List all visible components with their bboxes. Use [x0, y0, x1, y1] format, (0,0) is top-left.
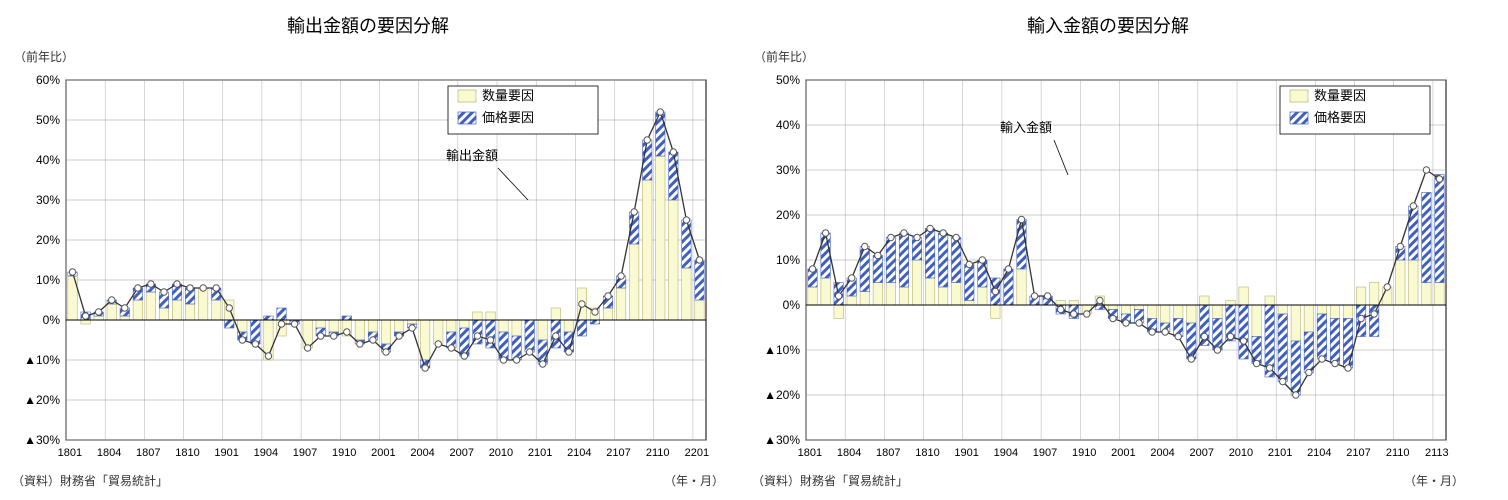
svg-text:2007: 2007: [450, 447, 474, 459]
svg-text:▲20%: ▲20%: [24, 393, 60, 407]
chart-panel: 輸入金額の要因分解 （前年比） ▲30% ▲20% ▲10% 0% 10% 20% 30% 40%…: [748, 8, 1468, 489]
svg-text:2113: 2113: [1425, 447, 1449, 459]
svg-text:1904: 1904: [994, 447, 1018, 459]
chart-footer: （資料）財務省「貿易統計」 （年・月）: [8, 470, 728, 489]
svg-text:1807: 1807: [876, 447, 900, 459]
svg-text:0%: 0%: [783, 298, 801, 312]
svg-text:2010: 2010: [489, 447, 513, 459]
svg-text:1801: 1801: [58, 447, 82, 459]
svg-text:2201: 2201: [685, 447, 709, 459]
svg-text:1901: 1901: [954, 447, 978, 459]
svg-text:価格要因: 価格要因: [482, 110, 534, 125]
svg-text:輸出金額: 輸出金額: [446, 148, 498, 163]
svg-text:1910: 1910: [1072, 447, 1096, 459]
svg-text:50%: 50%: [776, 73, 800, 87]
svg-text:20%: 20%: [36, 233, 60, 247]
svg-text:10%: 10%: [36, 273, 60, 287]
svg-text:2107: 2107: [1346, 447, 1370, 459]
chart-panel: 輸出金額の要因分解 （前年比） ▲30% ▲20% ▲10% 0% 10% 20% 30% 40%…: [8, 8, 728, 489]
svg-text:2101: 2101: [1268, 447, 1292, 459]
svg-text:2107: 2107: [606, 447, 630, 459]
chart-svg: ▲30% ▲20% ▲10% 0% 10% 20% 30% 40% 50% 60% 1801 1804…: [8, 40, 728, 470]
svg-text:30%: 30%: [36, 193, 60, 207]
svg-text:1801: 1801: [798, 447, 822, 459]
svg-text:数量要因: 数量要因: [482, 88, 534, 103]
svg-text:0%: 0%: [43, 313, 61, 327]
chart-svg: ▲30% ▲20% ▲10% 0% 10% 20% 30% 40% 50% 1801 1804 180…: [748, 40, 1468, 470]
svg-text:40%: 40%: [776, 118, 800, 132]
svg-text:1907: 1907: [293, 447, 317, 459]
svg-text:▲20%: ▲20%: [764, 388, 800, 402]
svg-text:2004: 2004: [410, 447, 434, 459]
svg-text:40%: 40%: [36, 153, 60, 167]
svg-text:数量要因: 数量要因: [1314, 88, 1366, 103]
svg-text:50%: 50%: [36, 113, 60, 127]
x-axis-label: （年・月）: [1404, 472, 1464, 489]
chart-plot-wrap: （前年比） ▲30% ▲20% ▲10% 0% 10% 20% 30% 40% 50% 1801 18…: [748, 40, 1468, 470]
svg-text:30%: 30%: [776, 163, 800, 177]
svg-text:2101: 2101: [528, 447, 552, 459]
svg-text:10%: 10%: [776, 253, 800, 267]
x-axis-label: （年・月）: [664, 472, 724, 489]
y-axis-label: （前年比）: [754, 48, 814, 65]
svg-text:2001: 2001: [1111, 447, 1135, 459]
chart-footer: （資料）財務省「貿易統計」 （年・月）: [748, 470, 1468, 489]
svg-text:1810: 1810: [915, 447, 939, 459]
svg-text:2010: 2010: [1229, 447, 1253, 459]
svg-text:20%: 20%: [776, 208, 800, 222]
chart-title: 輸入金額の要因分解: [748, 12, 1468, 38]
svg-text:輸入金額: 輸入金額: [1000, 120, 1052, 135]
svg-text:2001: 2001: [371, 447, 395, 459]
svg-text:1810: 1810: [175, 447, 199, 459]
svg-text:1907: 1907: [1033, 447, 1057, 459]
svg-text:▲10%: ▲10%: [24, 353, 60, 367]
svg-text:2104: 2104: [1307, 447, 1331, 459]
svg-text:価格要因: 価格要因: [1314, 110, 1366, 125]
svg-text:2110: 2110: [646, 447, 670, 459]
svg-text:2007: 2007: [1190, 447, 1214, 459]
y-axis-label: （前年比）: [14, 48, 74, 65]
chart-source: （資料）財務省「貿易統計」: [12, 472, 168, 489]
svg-text:▲10%: ▲10%: [764, 343, 800, 357]
svg-text:▲30%: ▲30%: [24, 433, 60, 447]
chart-source: （資料）財務省「貿易統計」: [752, 472, 908, 489]
svg-text:1901: 1901: [214, 447, 238, 459]
svg-text:1910: 1910: [332, 447, 356, 459]
svg-text:2110: 2110: [1386, 447, 1410, 459]
svg-text:2004: 2004: [1150, 447, 1174, 459]
svg-text:▲30%: ▲30%: [764, 433, 800, 447]
svg-text:1807: 1807: [136, 447, 160, 459]
svg-text:1804: 1804: [837, 447, 861, 459]
svg-text:60%: 60%: [36, 73, 60, 87]
svg-text:1804: 1804: [97, 447, 121, 459]
chart-plot-wrap: （前年比） ▲30% ▲20% ▲10% 0% 10% 20% 30% 40% 50% 60% 180…: [8, 40, 728, 470]
svg-text:1904: 1904: [254, 447, 278, 459]
chart-title: 輸出金額の要因分解: [8, 12, 728, 38]
svg-text:2104: 2104: [567, 447, 591, 459]
